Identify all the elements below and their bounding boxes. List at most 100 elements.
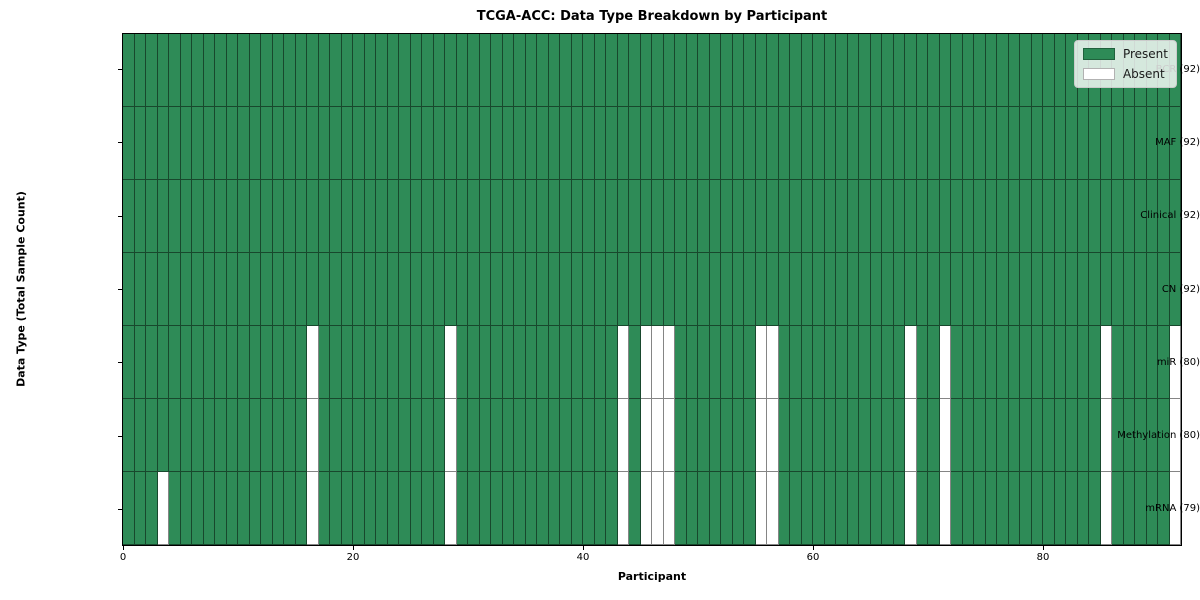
heatmap-cell xyxy=(1066,472,1078,545)
heatmap-cell xyxy=(778,472,790,545)
heatmap-cell xyxy=(790,399,802,472)
heatmap-cell xyxy=(203,399,215,472)
heatmap-cell xyxy=(514,472,526,545)
x-tick-mark xyxy=(352,546,354,550)
heatmap-cell xyxy=(1066,253,1078,326)
heatmap-cell xyxy=(721,326,733,399)
heatmap-cell xyxy=(537,472,549,545)
heatmap-cell xyxy=(675,180,687,253)
heatmap-cell xyxy=(617,34,629,107)
heatmap-cell xyxy=(801,253,813,326)
heatmap-cell xyxy=(594,180,606,253)
heatmap-cell xyxy=(560,180,572,253)
heatmap-cell xyxy=(502,472,514,545)
heatmap-cell xyxy=(801,326,813,399)
heatmap-cell xyxy=(583,472,595,545)
heatmap-cell xyxy=(249,472,261,545)
heatmap-cell xyxy=(985,253,997,326)
heatmap-cell xyxy=(123,34,135,107)
heatmap-cell xyxy=(1031,34,1043,107)
heatmap-cell xyxy=(272,326,284,399)
heatmap-cell xyxy=(295,180,307,253)
heatmap-cell xyxy=(1123,253,1135,326)
heatmap-cell xyxy=(226,472,238,545)
heatmap-cell xyxy=(445,472,457,545)
heatmap-cell xyxy=(169,180,181,253)
x-tick-label: 20 xyxy=(346,552,360,563)
heatmap-cell xyxy=(238,472,250,545)
heatmap-cell xyxy=(341,472,353,545)
heatmap-cell xyxy=(859,107,871,180)
heatmap-cell xyxy=(491,34,503,107)
heatmap-cell xyxy=(468,107,480,180)
heatmap-cell xyxy=(836,180,848,253)
heatmap-cell xyxy=(272,180,284,253)
heatmap-cell xyxy=(502,180,514,253)
heatmap-cell xyxy=(905,472,917,545)
heatmap-cell xyxy=(732,34,744,107)
heatmap-cell xyxy=(928,326,940,399)
heatmap-cell xyxy=(387,34,399,107)
heatmap-cell xyxy=(215,472,227,545)
heatmap-cell xyxy=(1089,472,1101,545)
heatmap-cell xyxy=(824,472,836,545)
heatmap-cell xyxy=(525,34,537,107)
heatmap-cell xyxy=(146,253,158,326)
heatmap-cell xyxy=(548,399,560,472)
heatmap-cell xyxy=(1135,472,1147,545)
heatmap-cell xyxy=(468,399,480,472)
heatmap-cell xyxy=(836,326,848,399)
heatmap-cell xyxy=(261,34,273,107)
heatmap-cell xyxy=(284,253,296,326)
heatmap-cell xyxy=(617,253,629,326)
heatmap-cell xyxy=(836,107,848,180)
heatmap-cell xyxy=(376,34,388,107)
heatmap-cell xyxy=(1020,253,1032,326)
heatmap-cell xyxy=(1077,399,1089,472)
heatmap-cell xyxy=(882,107,894,180)
heatmap-cell xyxy=(675,107,687,180)
heatmap-cell xyxy=(456,107,468,180)
heatmap-cell xyxy=(755,326,767,399)
heatmap-cell xyxy=(180,399,192,472)
heatmap-cell xyxy=(859,399,871,472)
heatmap-cell xyxy=(468,472,480,545)
heatmap-cell xyxy=(962,326,974,399)
heatmap-cell xyxy=(928,34,940,107)
heatmap-cell xyxy=(951,180,963,253)
heatmap-cell xyxy=(537,399,549,472)
heatmap-cell xyxy=(479,472,491,545)
heatmap-cell xyxy=(1158,472,1170,545)
heatmap-cell xyxy=(203,180,215,253)
heatmap-cell xyxy=(767,326,779,399)
heatmap-cell xyxy=(215,399,227,472)
heatmap-cell xyxy=(985,180,997,253)
heatmap-cell xyxy=(180,326,192,399)
heatmap-cell xyxy=(238,326,250,399)
heatmap-cell xyxy=(1123,180,1135,253)
heatmap-cell xyxy=(353,326,365,399)
heatmap-cell xyxy=(928,399,940,472)
heatmap-cell xyxy=(1135,399,1147,472)
heatmap-cell xyxy=(399,472,411,545)
heatmap-cell xyxy=(422,399,434,472)
heatmap-cell xyxy=(801,180,813,253)
heatmap-cell xyxy=(675,399,687,472)
heatmap-cell xyxy=(951,472,963,545)
heatmap-cell xyxy=(1054,326,1066,399)
y-tick-mark xyxy=(118,362,122,364)
heatmap-cell xyxy=(456,326,468,399)
heatmap-cell xyxy=(916,326,928,399)
y-tick-label: mRNA (79) xyxy=(1145,503,1200,515)
heatmap-cell xyxy=(1123,399,1135,472)
heatmap-cell xyxy=(318,326,330,399)
heatmap-cell xyxy=(790,326,802,399)
heatmap-cell xyxy=(169,472,181,545)
heatmap-cell xyxy=(514,107,526,180)
heatmap-cell xyxy=(870,107,882,180)
y-tick-mark xyxy=(118,289,122,290)
heatmap-cell xyxy=(456,399,468,472)
heatmap-cell xyxy=(801,34,813,107)
heatmap-cell xyxy=(1158,326,1170,399)
heatmap-cell xyxy=(376,107,388,180)
